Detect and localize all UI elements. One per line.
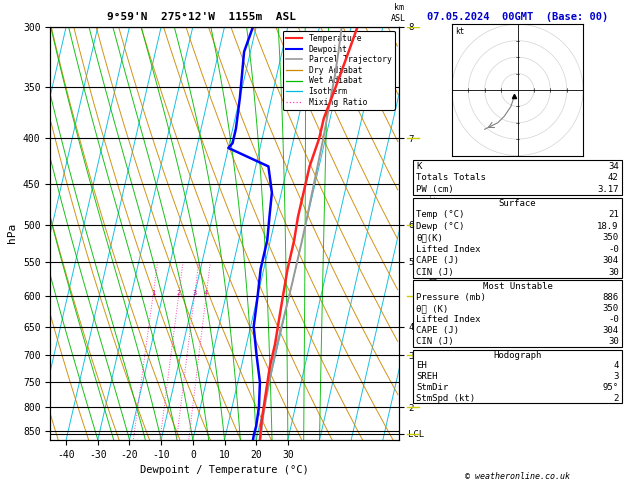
Text: Hodograph: Hodograph xyxy=(493,351,542,360)
Text: 304: 304 xyxy=(603,256,619,265)
Text: 304: 304 xyxy=(603,326,619,335)
Text: 350: 350 xyxy=(603,233,619,243)
Text: CAPE (J): CAPE (J) xyxy=(416,256,459,265)
Text: 3: 3 xyxy=(192,290,197,295)
Text: 3.17: 3.17 xyxy=(597,185,619,194)
Text: 18.9: 18.9 xyxy=(597,222,619,231)
Text: 350: 350 xyxy=(603,304,619,313)
Text: K: K xyxy=(416,162,421,171)
Text: CAPE (J): CAPE (J) xyxy=(416,326,459,335)
Text: SREH: SREH xyxy=(416,372,438,381)
Text: CIN (J): CIN (J) xyxy=(416,268,454,277)
Text: 4: 4 xyxy=(613,362,619,370)
Text: 886: 886 xyxy=(603,293,619,302)
Text: Dewp (°C): Dewp (°C) xyxy=(416,222,465,231)
Text: Pressure (mb): Pressure (mb) xyxy=(416,293,486,302)
Text: Totals Totals: Totals Totals xyxy=(416,174,486,182)
Text: θᴄ(K): θᴄ(K) xyxy=(416,233,443,243)
Text: 9°59'N  275°12'W  1155m  ASL: 9°59'N 275°12'W 1155m ASL xyxy=(107,12,296,22)
Y-axis label: hPa: hPa xyxy=(8,223,18,243)
Text: θᴄ (K): θᴄ (K) xyxy=(416,304,448,313)
Text: CIN (J): CIN (J) xyxy=(416,337,454,347)
Text: 34: 34 xyxy=(608,162,619,171)
Text: 2: 2 xyxy=(613,394,619,402)
Text: 42: 42 xyxy=(608,174,619,182)
Text: -0: -0 xyxy=(608,245,619,254)
Text: EH: EH xyxy=(416,362,427,370)
Text: 3: 3 xyxy=(613,372,619,381)
Text: 95°: 95° xyxy=(603,383,619,392)
Y-axis label: Mixing Ratio (g/kg): Mixing Ratio (g/kg) xyxy=(426,186,436,281)
Text: 2: 2 xyxy=(177,290,181,295)
Text: © weatheronline.co.uk: © weatheronline.co.uk xyxy=(465,472,570,481)
Text: 1: 1 xyxy=(151,290,155,295)
Text: Surface: Surface xyxy=(499,199,537,208)
X-axis label: Dewpoint / Temperature (°C): Dewpoint / Temperature (°C) xyxy=(140,465,309,475)
Text: 4: 4 xyxy=(204,290,208,295)
Text: 30: 30 xyxy=(608,268,619,277)
Text: Most Unstable: Most Unstable xyxy=(482,281,552,291)
Text: kt: kt xyxy=(455,27,464,36)
Text: km
ASL: km ASL xyxy=(391,3,406,22)
Text: StmSpd (kt): StmSpd (kt) xyxy=(416,394,476,402)
Text: -0: -0 xyxy=(608,315,619,324)
Text: 07.05.2024  00GMT  (Base: 00): 07.05.2024 00GMT (Base: 00) xyxy=(427,12,608,22)
Text: Lifted Index: Lifted Index xyxy=(416,245,481,254)
Text: 30: 30 xyxy=(608,337,619,347)
Text: Temp (°C): Temp (°C) xyxy=(416,210,465,220)
Text: Lifted Index: Lifted Index xyxy=(416,315,481,324)
Legend: Temperature, Dewpoint, Parcel Trajectory, Dry Adiabat, Wet Adiabat, Isotherm, Mi: Temperature, Dewpoint, Parcel Trajectory… xyxy=(283,31,394,110)
Text: 21: 21 xyxy=(608,210,619,220)
Text: StmDir: StmDir xyxy=(416,383,448,392)
Text: PW (cm): PW (cm) xyxy=(416,185,454,194)
